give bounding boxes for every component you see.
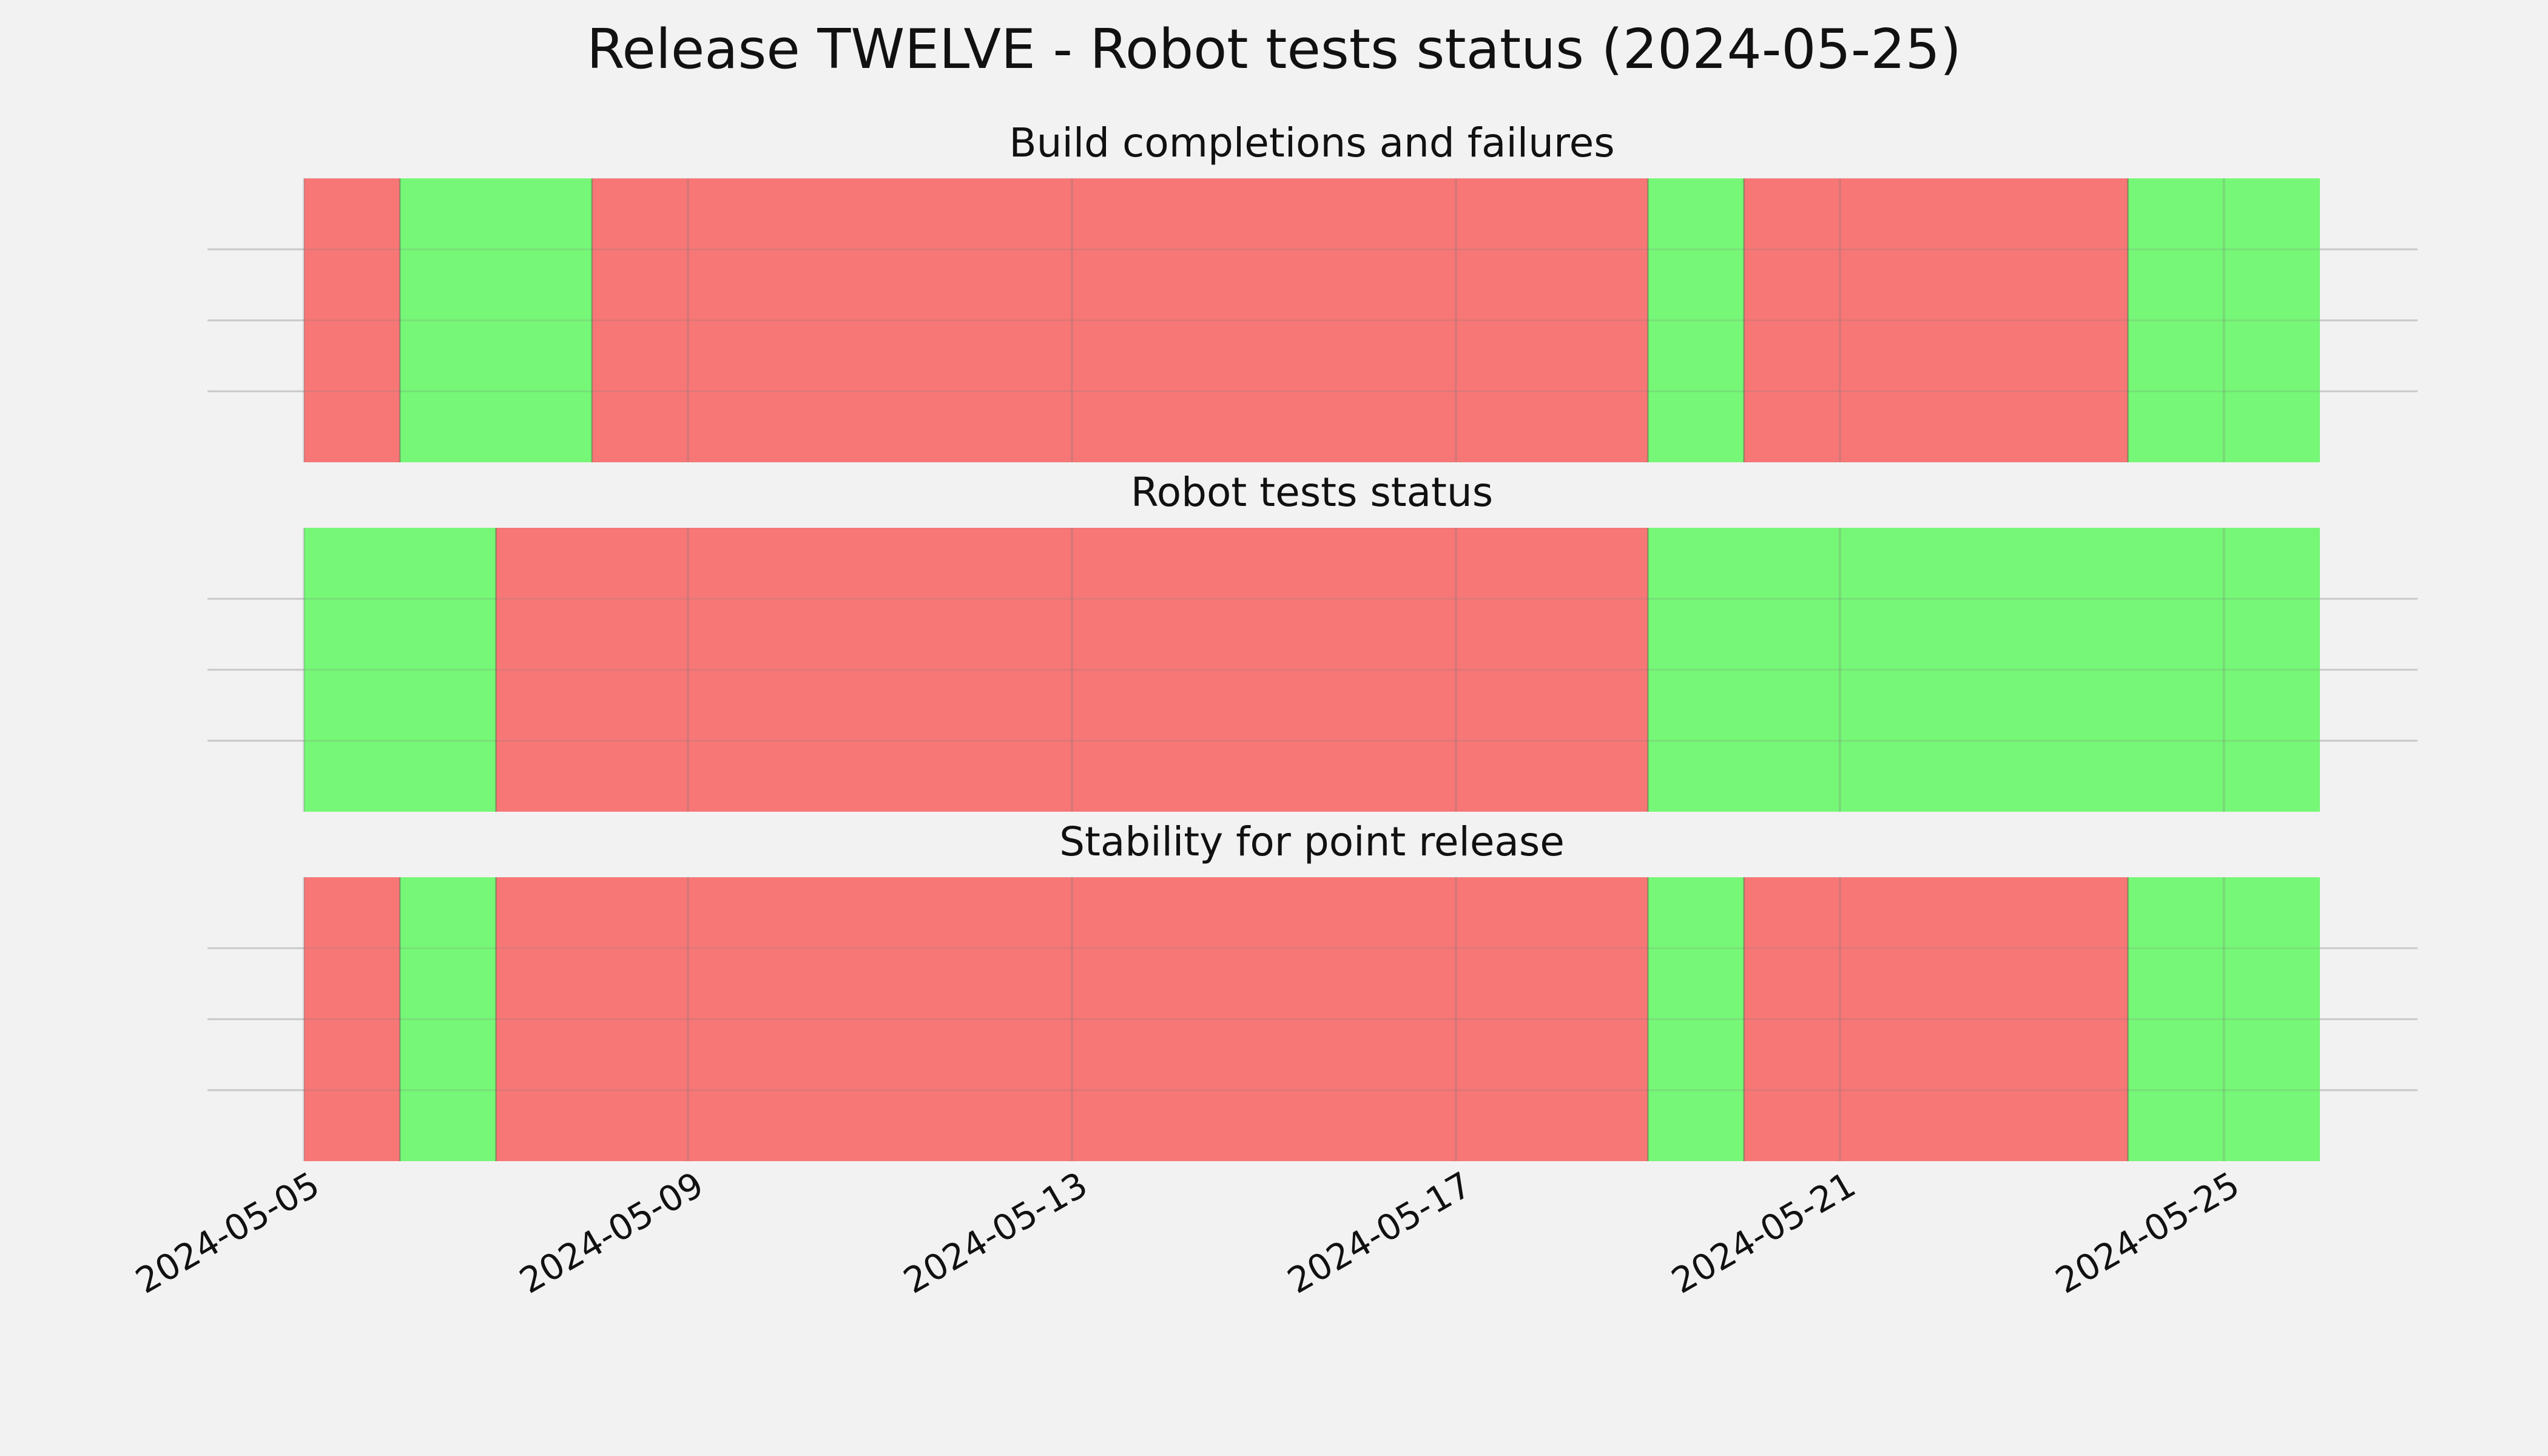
panel-3: Stability for point release — [207, 818, 2418, 1161]
panel-1-segment-1-fail — [304, 178, 400, 462]
panel-1-segment-4-pass — [1648, 178, 1744, 462]
panel-3-segment-4-pass — [1648, 877, 1744, 1161]
panel-1-segment-2-pass — [400, 178, 592, 462]
panel-1-segment-6-pass — [2128, 178, 2320, 462]
panel-2-title: Robot tests status — [1131, 469, 1493, 516]
chart-title: Release TWELVE - Robot tests status (202… — [587, 18, 1961, 81]
chart-panels: Build completions and failures Robot test… — [207, 120, 2418, 1161]
panel-3-segment-1-fail — [304, 877, 400, 1161]
panel-1-segment-5-fail — [1744, 178, 2128, 462]
panel-3-segment-2-pass — [400, 877, 496, 1161]
panel-3-segment-6-pass — [2128, 877, 2320, 1161]
panel-2-segment-1-pass — [304, 528, 496, 812]
panel-1: Build completions and failures — [207, 120, 2418, 462]
panel-1-title: Build completions and failures — [1009, 120, 1614, 166]
panel-2-segment-2-fail — [496, 528, 1648, 812]
panel-3-segment-3-fail — [496, 877, 1648, 1161]
panel-3-segment-5-fail — [1744, 877, 2128, 1161]
panel-1-segment-3-fail — [592, 178, 1648, 462]
panel-3-title: Stability for point release — [1059, 818, 1565, 865]
panel-2: Robot tests status — [207, 469, 2418, 812]
panel-2-segment-3-pass — [1648, 528, 2320, 812]
